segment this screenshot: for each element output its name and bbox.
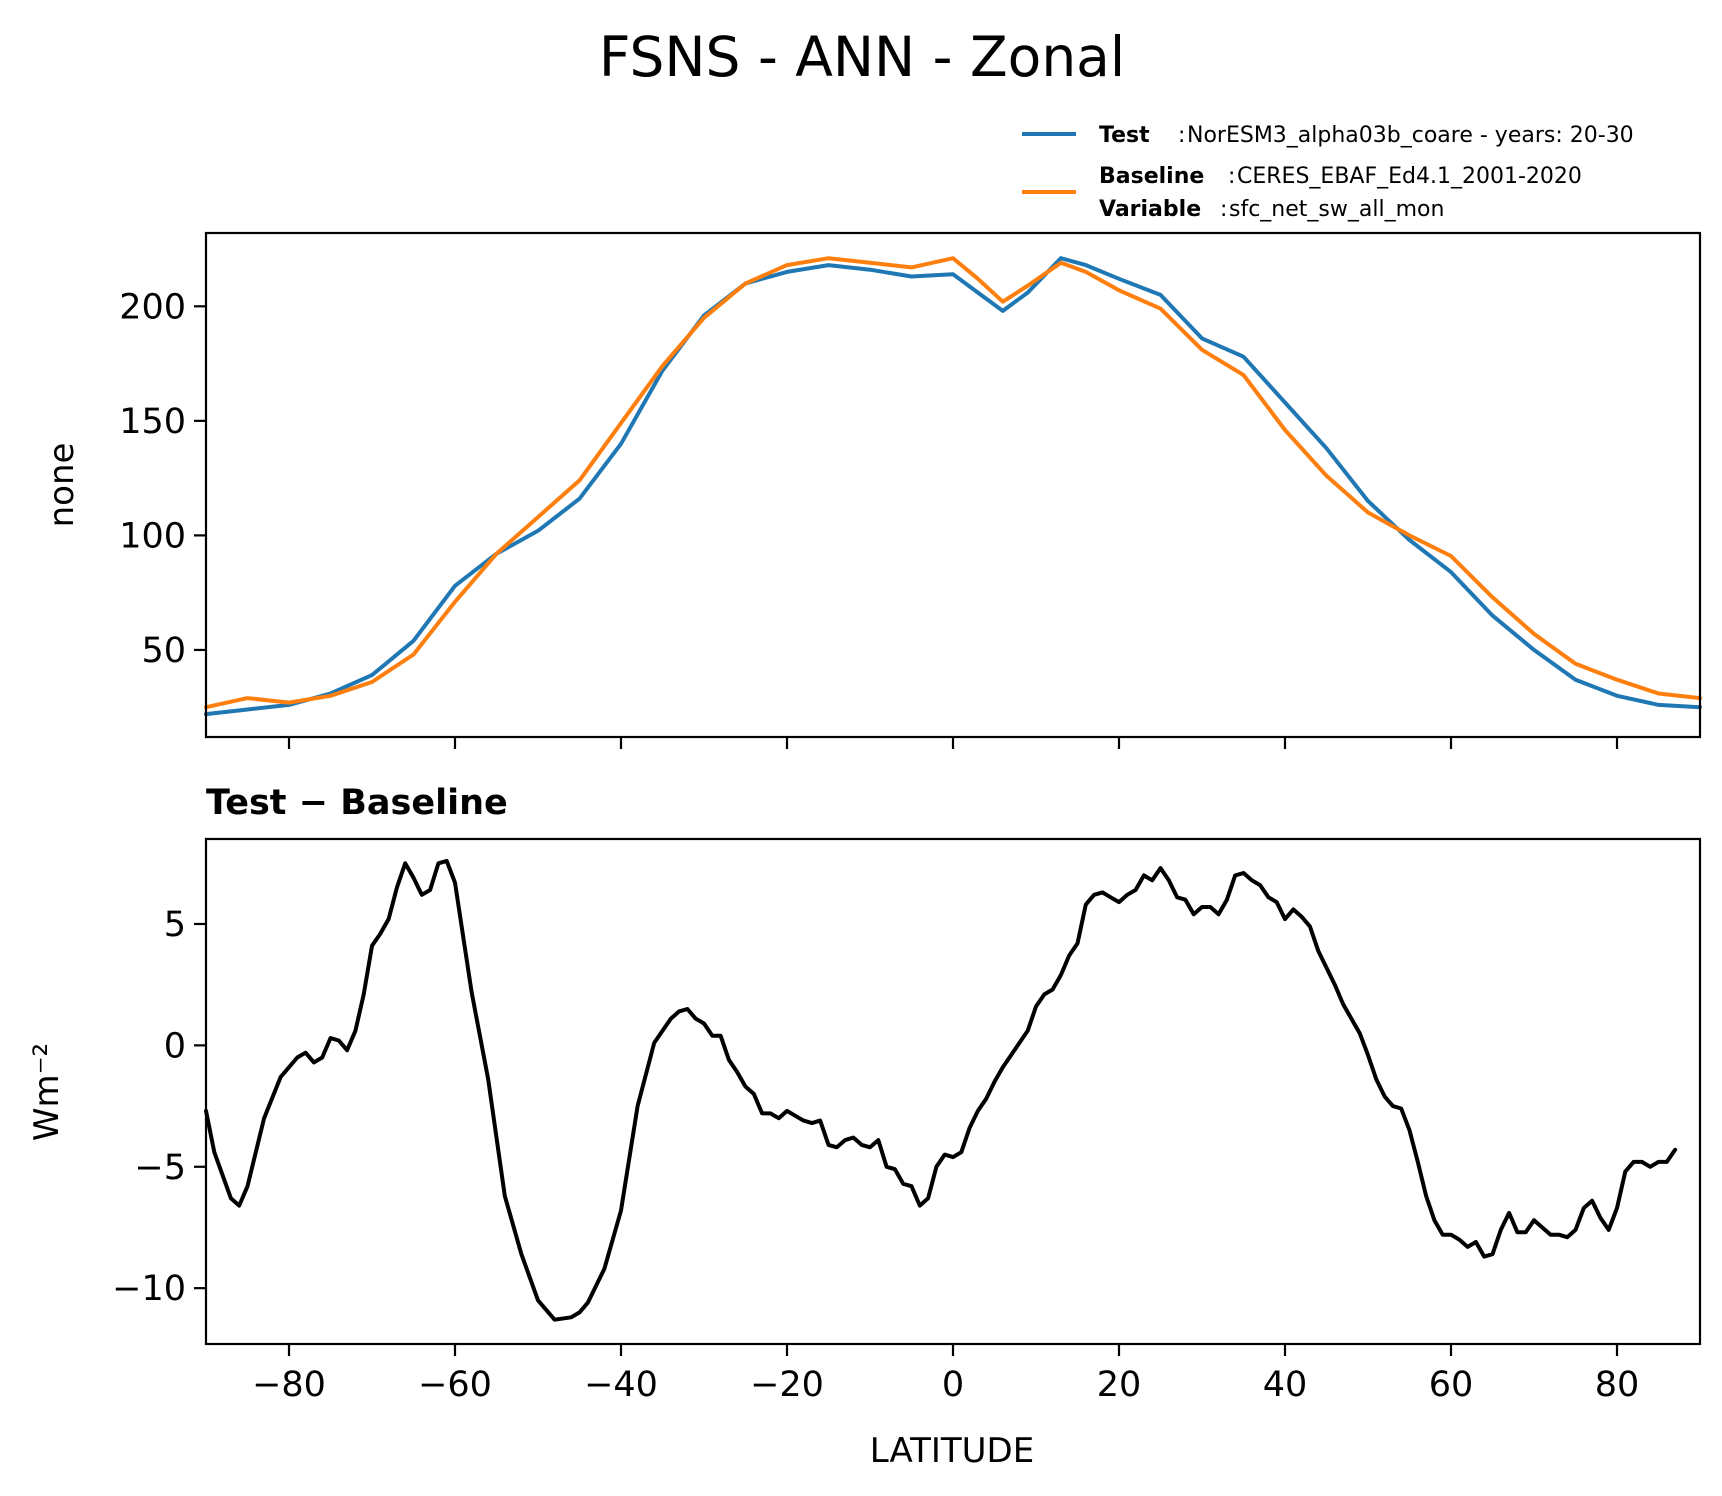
x-axis-label: LATITUDE: [870, 1431, 1034, 1471]
legend-value-variable: sfc_net_sw_all_mon: [1229, 197, 1444, 222]
bottom-x-axis: −80 −60 −40 −20 0 20 40 60 80: [252, 1344, 1639, 1405]
bot-x-tick-label: 60: [1429, 1365, 1474, 1405]
bot-x-tick-label: 0: [942, 1365, 964, 1405]
top-panel: 50 100 150 200 none: [42, 231, 1702, 749]
top-plot-lines: [204, 256, 1702, 717]
legend-value-test: NorESM3_alpha03b_coare - years: 20-30: [1187, 123, 1634, 148]
top-y-tick-label: 200: [119, 287, 186, 327]
bottom-y-axis-label: Wm⁻²: [27, 1043, 67, 1141]
bot-series-line-test-baseline: [204, 858, 1678, 1322]
top-y-tick-label: 150: [119, 402, 186, 442]
bottom-panel-title: Test − Baseline: [206, 783, 508, 823]
legend-colon: :: [1178, 123, 1185, 148]
legend-colon: :: [1220, 197, 1227, 222]
top-x-axis: [287, 737, 1619, 749]
figure-title: FSNS - ANN - Zonal: [599, 25, 1125, 89]
bot-x-tick-label: −40: [584, 1365, 658, 1405]
top-series-line-baseline: [204, 256, 1702, 710]
bot-x-tick-label: 80: [1595, 1365, 1640, 1405]
bot-x-tick-label: −60: [418, 1365, 492, 1405]
bottom-plot-frame: [204, 837, 1702, 1346]
top-series-line-test: [204, 256, 1702, 717]
bot-x-tick-label: 40: [1263, 1365, 1308, 1405]
bot-x-tick-label: 20: [1097, 1365, 1142, 1405]
legend-colon: :: [1228, 164, 1235, 189]
top-y-tick-label: 50: [141, 631, 186, 671]
bot-y-tick-label: 5: [164, 905, 186, 945]
bottom-y-axis: −10 −5 0 5: [112, 905, 206, 1309]
legend-key-baseline: Baseline: [1099, 164, 1204, 189]
bot-y-tick-label: −10: [112, 1269, 186, 1309]
top-y-tick-label: 100: [119, 516, 186, 556]
bot-x-tick-label: −20: [750, 1365, 824, 1405]
legend: Test : NorESM3_alpha03b_coare - years: 2…: [1022, 123, 1634, 222]
top-y-axis: 50 100 150 200: [119, 287, 206, 671]
legend-key-test: Test: [1099, 123, 1150, 148]
bottom-panel: Test − Baseline −10 −5 0 5 −80 −60 −40 −20 0 20 4…: [27, 783, 1702, 1471]
legend-value-baseline: CERES_EBAF_Ed4.1_2001-2020: [1237, 164, 1582, 189]
top-plot-frame: [204, 231, 1702, 739]
top-y-axis-label: none: [42, 443, 82, 528]
bottom-plot-lines: [204, 858, 1678, 1322]
legend-key-variable: Variable: [1099, 197, 1201, 222]
bot-x-tick-label: −80: [252, 1365, 326, 1405]
bot-y-tick-label: 0: [164, 1026, 186, 1066]
bot-y-tick-label: −5: [134, 1148, 186, 1188]
